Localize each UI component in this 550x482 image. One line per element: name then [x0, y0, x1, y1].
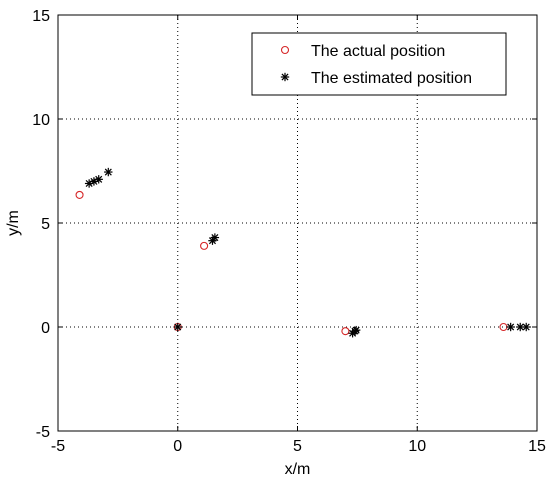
x-tick-label: 5	[293, 438, 302, 455]
estimated-position-point	[173, 322, 182, 332]
x-axis-label: x/m	[285, 461, 311, 478]
x-tick-label: 15	[528, 438, 546, 455]
estimated-position-point	[506, 322, 515, 332]
y-axis-label: y/m	[5, 210, 22, 236]
estimated-position-point	[351, 325, 361, 335]
legend: The actual position The estimated positi…	[251, 32, 507, 96]
legend-asterisk-icon	[280, 72, 290, 82]
x-tick-label: 0	[173, 438, 182, 455]
actual-position-point	[341, 327, 350, 336]
tick-layer	[57, 14, 538, 432]
legend-box	[251, 32, 507, 96]
actual-position-point	[200, 241, 209, 250]
y-tick-label: 15	[32, 8, 50, 25]
y-tick-label: 5	[41, 216, 50, 233]
legend-circle-icon	[280, 45, 290, 55]
points-layer	[75, 167, 531, 338]
estimated-position-point	[522, 322, 531, 332]
estimated-position-point	[104, 167, 113, 177]
legend-marker-asterisk	[280, 72, 290, 82]
y-tick-label: 10	[32, 112, 50, 129]
legend-entry-estimated-position: The estimated position	[311, 70, 472, 87]
actual-position-point	[499, 322, 508, 332]
x-tick-label: -5	[51, 438, 65, 455]
actual-position-point	[75, 190, 84, 199]
x-tick-label: 10	[408, 438, 426, 455]
y-tick-label: -5	[36, 424, 50, 441]
legend-entry-actual-position: The actual position	[311, 43, 445, 60]
y-tick-label: 0	[41, 320, 50, 337]
estimated-position-point	[210, 233, 220, 242]
tick-label-layer: -5 0 5 10 15 -5 0 5 10 15	[32, 8, 546, 455]
legend-marker-circle	[280, 45, 290, 55]
estimated-position-point	[94, 175, 103, 184]
grid-layer	[58, 15, 537, 431]
